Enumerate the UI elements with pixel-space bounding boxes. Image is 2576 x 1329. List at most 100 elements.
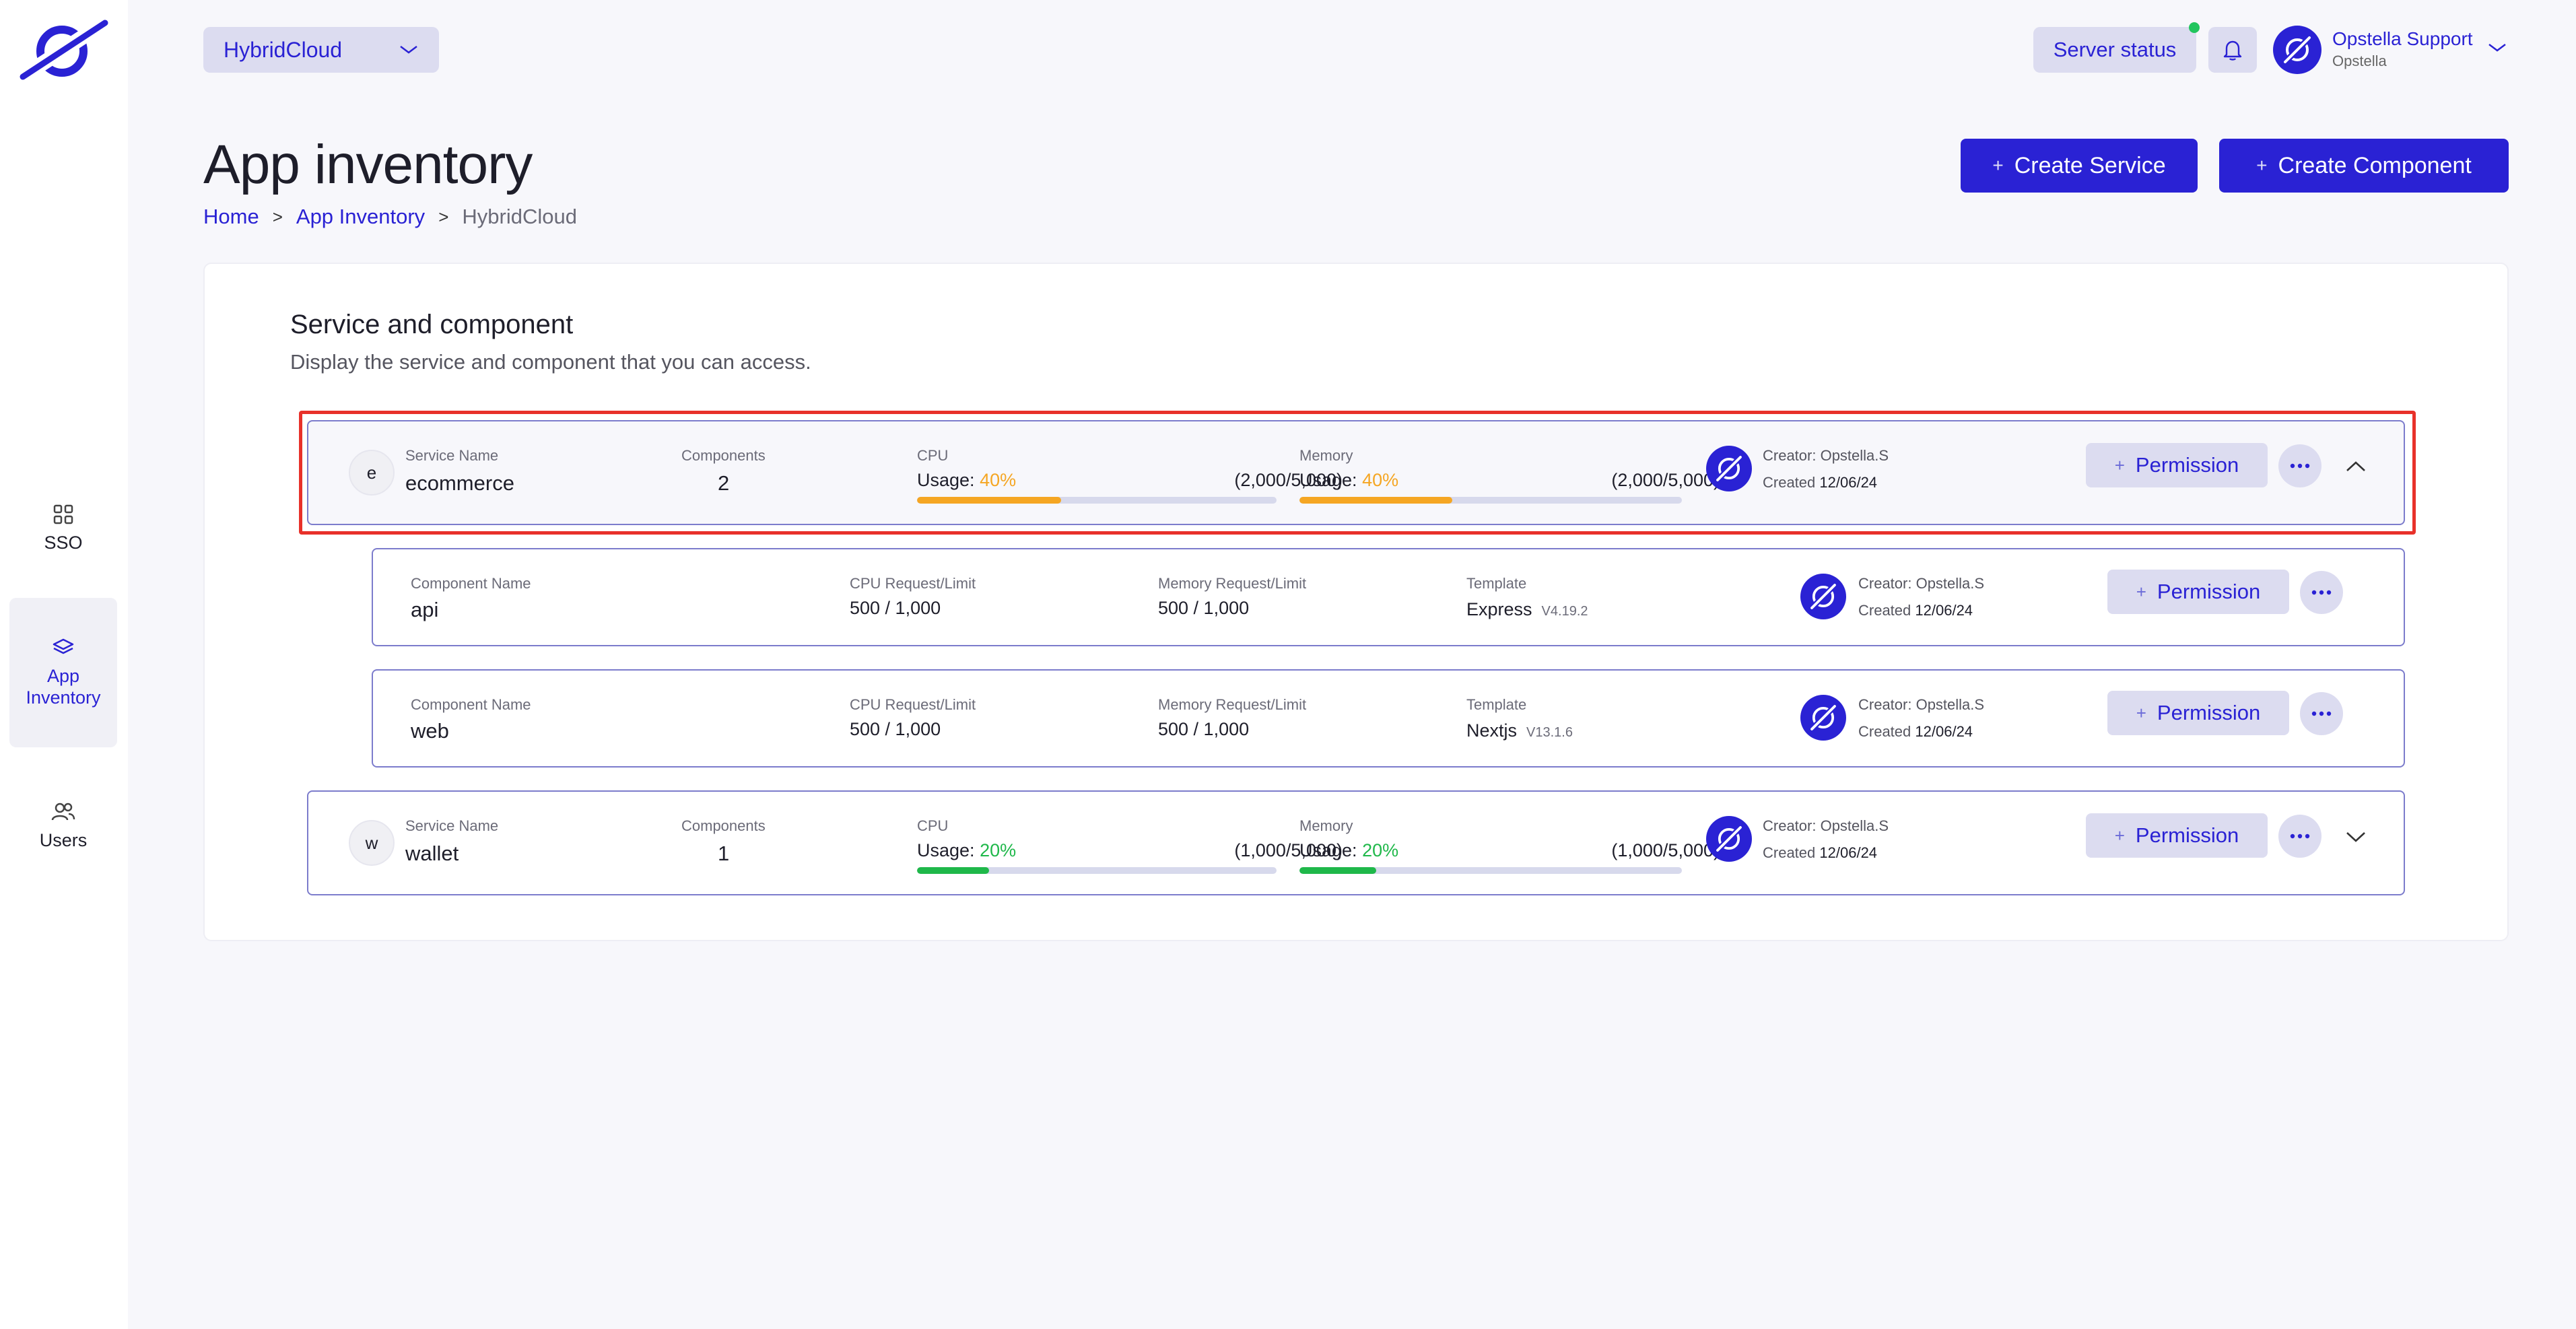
sidebar-item-app-inventory[interactable]: App Inventory	[9, 598, 117, 747]
sidebar-item-label: SSO	[44, 533, 83, 553]
cpu-req-limit-label: CPU Request/Limit	[850, 696, 976, 713]
mem-req-limit-value: 500 / 1,000	[1158, 598, 1250, 618]
service-row-ecommerce[interactable]: e Service Name ecommerce Components 2 CP…	[307, 420, 2405, 525]
more-horizontal-icon	[2311, 711, 2332, 716]
breadcrumb: Home > App Inventory > HybridCloud	[203, 205, 577, 229]
more-horizontal-icon	[2290, 463, 2310, 469]
breadcrumb-home[interactable]: Home	[203, 205, 259, 228]
created-date: Created 12/06/24	[1858, 602, 1973, 619]
usage-label: Usage:	[1299, 840, 1357, 860]
user-org: Opstella	[2332, 53, 2387, 69]
sidebar-item-sso[interactable]: SSO	[9, 491, 117, 566]
created-date: Created 12/06/24	[1858, 723, 1973, 741]
template-name: Express	[1466, 599, 1532, 619]
plus-icon: +	[2136, 581, 2146, 602]
component-name-label: Component Name	[411, 575, 531, 592]
service-name: ecommerce	[405, 471, 514, 495]
cpu-usage-fill	[917, 497, 1061, 504]
workspace-select[interactable]: HybridCloud	[203, 27, 439, 73]
permission-button[interactable]: + Permission	[2107, 691, 2289, 735]
permission-button[interactable]: + Permission	[2086, 813, 2268, 858]
created-value: 12/06/24	[1915, 602, 1973, 619]
component-name: web	[411, 719, 449, 743]
chevron-down-icon	[400, 46, 417, 54]
more-options-button[interactable]	[2278, 444, 2321, 487]
cpu-usage-bar	[917, 867, 1277, 874]
plus-icon: +	[2114, 454, 2125, 475]
plus-icon: +	[2136, 702, 2146, 723]
permission-button[interactable]: + Permission	[2086, 443, 2268, 487]
memory-usage: Usage: 20%	[1299, 840, 1398, 861]
component-row-api[interactable]: Component Name api CPU Request/Limit 500…	[372, 548, 2405, 646]
chevron-down-icon[interactable]	[2344, 829, 2367, 844]
creator-name: Creator: Opstella.S	[1858, 696, 1985, 713]
service-name: wallet	[405, 842, 459, 865]
component-row-web[interactable]: Component Name web CPU Request/Limit 500…	[372, 669, 2405, 768]
more-options-button[interactable]	[2278, 815, 2321, 858]
memory-usage-fill	[1299, 497, 1453, 504]
server-status-indicator	[2189, 22, 2200, 33]
usage-label: Usage:	[917, 470, 975, 490]
cpu-usage-ratio: (2,000/5,000)	[1234, 470, 1343, 490]
permission-label: Permission	[2157, 580, 2261, 603]
template-version: V13.1.6	[1526, 725, 1573, 740]
permission-button[interactable]: + Permission	[2107, 570, 2289, 614]
mem-req-limit-value: 500 / 1,000	[1158, 719, 1250, 739]
creator-name: Creator: Opstella.S	[1763, 817, 1889, 834]
memory-usage-ratio: (2,000/5,000)	[1611, 470, 1720, 490]
created-label: Created	[1858, 723, 1911, 740]
memory-usage-bar	[1299, 497, 1682, 504]
permission-label: Permission	[2135, 823, 2239, 847]
mem-req-limit-label: Memory Request/Limit	[1158, 575, 1307, 592]
chevron-right-icon: >	[438, 206, 449, 227]
chevron-down-icon[interactable]	[2487, 42, 2507, 54]
sidebar: SSO App Inventory Users	[0, 0, 128, 1329]
plus-icon: +	[2114, 825, 2125, 846]
memory-usage-percent: 20%	[1362, 840, 1399, 860]
cpu-req-limit-label: CPU Request/Limit	[850, 575, 976, 592]
created-date: Created 12/06/24	[1763, 474, 1877, 491]
card-title: Service and component	[290, 310, 574, 339]
chevron-up-icon[interactable]	[2344, 459, 2367, 474]
create-component-button[interactable]: + Create Component	[2219, 139, 2509, 193]
more-horizontal-icon	[2311, 590, 2332, 595]
highlight-box	[299, 411, 2416, 535]
creator-avatar	[1800, 695, 1846, 741]
cpu-usage-fill	[917, 867, 989, 874]
memory-label: Memory	[1299, 817, 1353, 834]
memory-label: Memory	[1299, 447, 1353, 464]
page-title: App inventory	[203, 134, 533, 195]
card-subtitle: Display the service and component that y…	[290, 350, 811, 374]
user-avatar[interactable]	[2273, 26, 2321, 74]
creator-avatar	[1706, 446, 1752, 491]
memory-usage-bar	[1299, 867, 1682, 874]
creator-avatar	[1800, 574, 1846, 619]
more-options-button[interactable]	[2300, 571, 2343, 614]
workspace-select-value: HybridCloud	[224, 37, 343, 62]
created-date: Created 12/06/24	[1763, 844, 1877, 862]
cpu-usage-percent: 40%	[980, 470, 1017, 490]
service-row-wallet[interactable]: w Service Name wallet Components 1 CPU U…	[307, 790, 2405, 895]
breadcrumb-app-inventory[interactable]: App Inventory	[296, 205, 426, 228]
usage-label: Usage:	[917, 840, 975, 860]
cpu-req-limit-value: 500 / 1,000	[850, 598, 941, 618]
bell-icon	[2223, 40, 2242, 61]
creator-name: Creator: Opstella.S	[1763, 447, 1889, 464]
opstella-logo-icon[interactable]	[16, 16, 110, 83]
notifications-button[interactable]	[2208, 27, 2257, 73]
permission-label: Permission	[2135, 453, 2239, 477]
more-options-button[interactable]	[2300, 692, 2343, 735]
create-service-button[interactable]: + Create Service	[1961, 139, 2198, 193]
server-status-button[interactable]: Server status	[2033, 27, 2196, 73]
chevron-right-icon: >	[272, 206, 283, 227]
user-name[interactable]: Opstella Support	[2332, 28, 2473, 49]
layers-icon	[53, 638, 74, 654]
sidebar-item-users[interactable]: Users	[9, 789, 117, 863]
components-count: 1	[718, 842, 730, 865]
create-component-label: Create Component	[2278, 152, 2472, 178]
created-value: 12/06/24	[1915, 723, 1973, 740]
memory-usage-percent: 40%	[1362, 470, 1399, 490]
breadcrumb-current: HybridCloud	[462, 205, 577, 228]
creator-avatar	[1706, 816, 1752, 862]
service-avatar: w	[349, 820, 395, 866]
